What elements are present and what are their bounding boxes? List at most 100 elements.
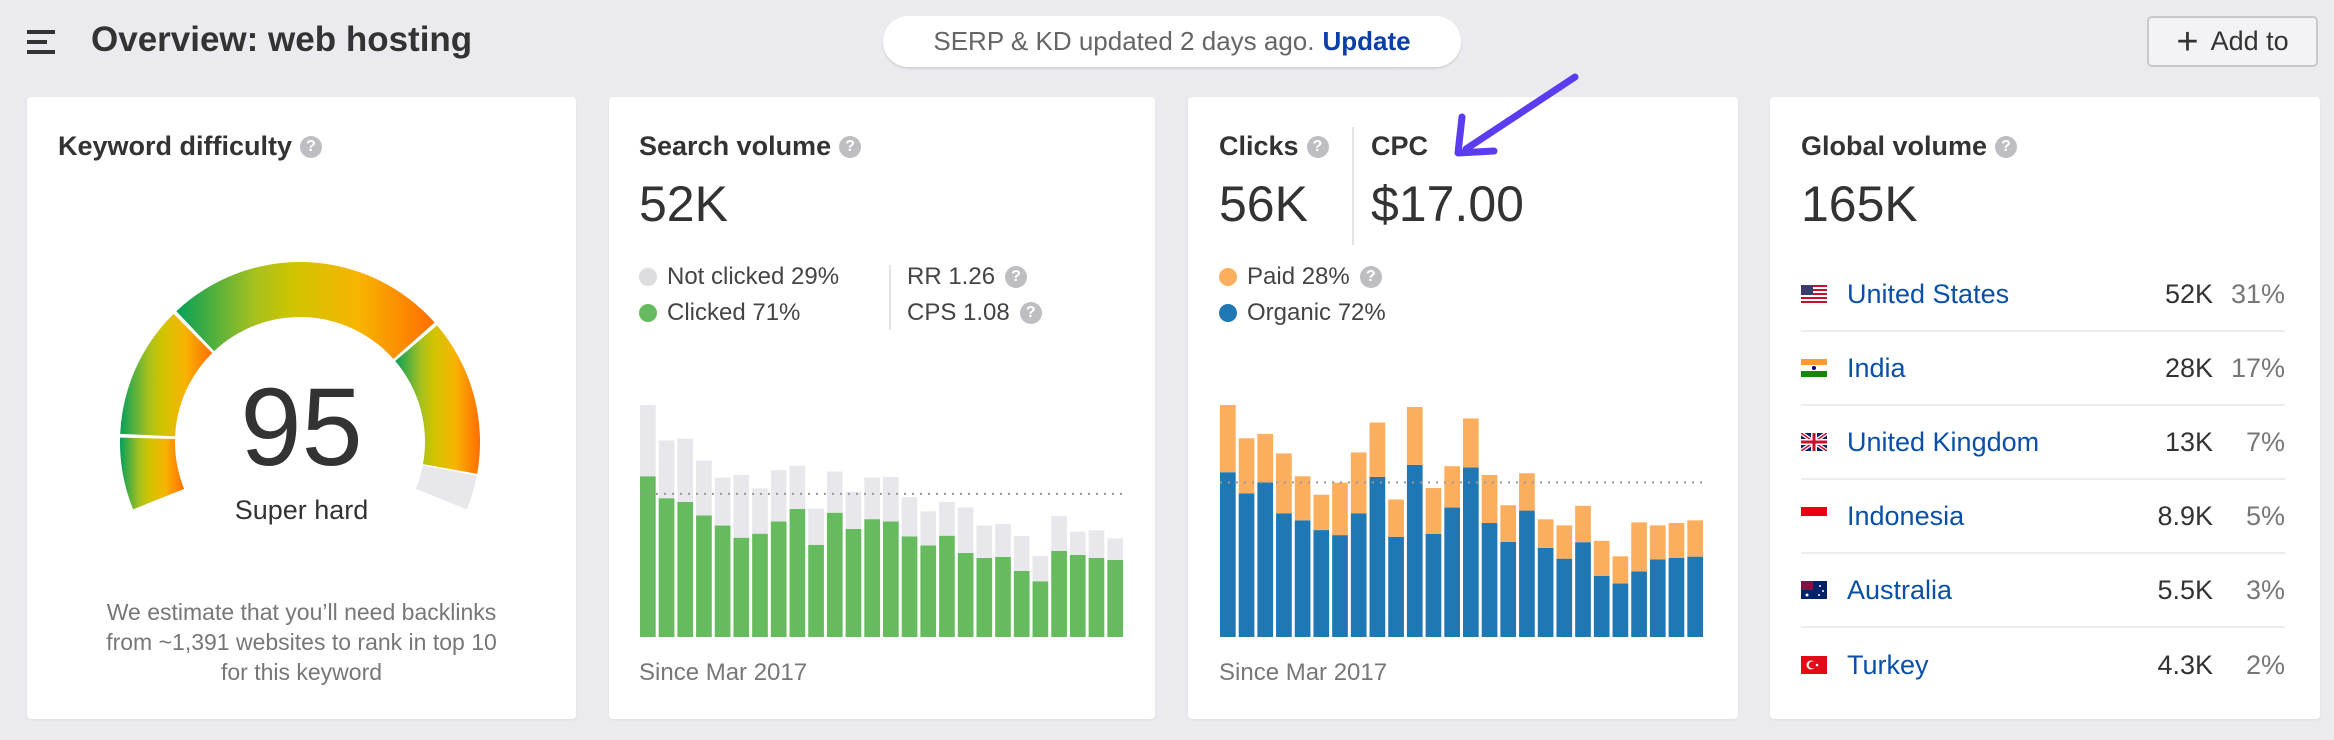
bar-paid[interactable] <box>1425 488 1442 534</box>
help-icon[interactable]: ? <box>1019 302 1042 324</box>
bar-organic[interactable] <box>1668 557 1685 637</box>
add-to-button[interactable]: + Add to <box>2147 16 2318 67</box>
bar-paid[interactable] <box>1519 473 1535 511</box>
bar-paid[interactable] <box>1369 422 1386 477</box>
bar-organic[interactable] <box>1257 482 1274 637</box>
bar-not-clicked[interactable] <box>845 491 862 529</box>
bar-clicked[interactable] <box>789 509 806 637</box>
bar-clicked[interactable] <box>1088 557 1105 637</box>
bar-clicked[interactable] <box>696 515 712 637</box>
bar-paid[interactable] <box>1257 433 1274 483</box>
bar-not-clicked[interactable] <box>939 501 955 536</box>
bar-not-clicked[interactable] <box>714 477 731 526</box>
bar-clicked[interactable] <box>939 535 955 637</box>
bar-paid[interactable] <box>1537 519 1554 548</box>
bar-paid[interactable] <box>1668 523 1685 558</box>
bar-paid[interactable] <box>1294 476 1311 521</box>
bar-organic[interactable] <box>1463 467 1479 637</box>
bar-clicked[interactable] <box>901 536 918 637</box>
bar-clicked[interactable] <box>845 528 862 637</box>
bar-organic[interactable] <box>1519 510 1535 637</box>
bar-not-clicked[interactable] <box>976 525 993 558</box>
help-icon[interactable]: ? <box>1306 135 1329 158</box>
help-icon[interactable]: ? <box>300 135 323 158</box>
bar-not-clicked[interactable] <box>883 476 899 522</box>
bar-clicked[interactable] <box>826 512 843 637</box>
bar-clicked[interactable] <box>733 537 750 637</box>
bar-organic[interactable] <box>1350 513 1367 637</box>
bar-not-clicked[interactable] <box>957 507 974 553</box>
bar-paid[interactable] <box>1350 452 1367 514</box>
bar-paid[interactable] <box>1593 540 1610 576</box>
bar-paid[interactable] <box>1444 466 1460 508</box>
bar-organic[interactable] <box>1238 493 1255 637</box>
help-icon[interactable]: ? <box>839 135 862 158</box>
bar-clicked[interactable] <box>714 525 731 637</box>
help-icon[interactable]: ? <box>1995 135 2018 158</box>
bar-not-clicked[interactable] <box>752 488 768 534</box>
help-icon[interactable]: ? <box>1359 266 1382 288</box>
bar-not-clicked[interactable] <box>995 523 1011 557</box>
country-link[interactable]: India <box>1847 352 1906 383</box>
bar-paid[interactable] <box>1332 482 1348 536</box>
bar-not-clicked[interactable] <box>770 470 787 522</box>
bar-clicked[interactable] <box>976 557 993 637</box>
bar-clicked[interactable] <box>957 552 974 637</box>
bar-paid[interactable] <box>1238 438 1255 494</box>
bar-clicked[interactable] <box>883 521 899 637</box>
bar-organic[interactable] <box>1332 535 1348 637</box>
bar-clicked[interactable] <box>1032 581 1049 637</box>
bar-organic[interactable] <box>1631 571 1647 637</box>
bar-not-clicked[interactable] <box>920 511 937 546</box>
bar-paid[interactable] <box>1481 474 1498 524</box>
bar-not-clicked[interactable] <box>1088 530 1105 558</box>
bar-not-clicked[interactable] <box>1069 531 1086 555</box>
bar-not-clicked[interactable] <box>1013 536 1030 571</box>
bar-organic[interactable] <box>1537 547 1554 637</box>
bar-not-clicked[interactable] <box>677 438 694 502</box>
bar-clicked[interactable] <box>920 545 937 637</box>
bar-not-clicked[interactable] <box>864 477 880 520</box>
bar-organic[interactable] <box>1313 530 1330 637</box>
bar-not-clicked[interactable] <box>640 405 656 477</box>
bar-clicked[interactable] <box>808 544 824 637</box>
bar-not-clicked[interactable] <box>658 440 675 499</box>
bar-clicked[interactable] <box>1051 550 1067 637</box>
bar-paid[interactable] <box>1388 499 1404 537</box>
bar-organic[interactable] <box>1556 558 1573 637</box>
bar-clicked[interactable] <box>864 519 880 637</box>
bar-paid[interactable] <box>1313 494 1330 531</box>
bar-paid[interactable] <box>1687 520 1703 557</box>
bar-not-clicked[interactable] <box>901 497 918 537</box>
bar-organic[interactable] <box>1369 476 1386 637</box>
country-link[interactable]: Australia <box>1847 574 1953 605</box>
bar-clicked[interactable] <box>1107 560 1123 637</box>
bar-organic[interactable] <box>1406 464 1423 637</box>
bar-organic[interactable] <box>1649 559 1666 637</box>
bar-paid[interactable] <box>1649 525 1666 560</box>
bar-paid[interactable] <box>1463 418 1479 468</box>
bar-paid[interactable] <box>1406 407 1423 465</box>
bar-clicked[interactable] <box>1069 554 1086 637</box>
bar-clicked[interactable] <box>770 521 787 637</box>
country-link[interactable]: Indonesia <box>1847 500 1965 531</box>
bar-organic[interactable] <box>1220 472 1236 637</box>
bar-organic[interactable] <box>1612 583 1629 637</box>
bar-not-clicked[interactable] <box>1051 516 1067 551</box>
bar-organic[interactable] <box>1500 541 1517 637</box>
bar-organic[interactable] <box>1425 533 1442 637</box>
bar-paid[interactable] <box>1612 556 1629 584</box>
bar-paid[interactable] <box>1631 522 1647 572</box>
bar-organic[interactable] <box>1593 575 1610 637</box>
help-icon[interactable]: ? <box>1005 266 1028 288</box>
bar-clicked[interactable] <box>1013 570 1030 637</box>
bar-not-clicked[interactable] <box>808 508 824 545</box>
country-link[interactable]: United States <box>1847 278 2010 309</box>
bar-not-clicked[interactable] <box>789 465 806 510</box>
bar-paid[interactable] <box>1220 405 1236 473</box>
country-link[interactable]: United Kingdom <box>1847 426 2040 457</box>
bar-organic[interactable] <box>1294 520 1311 637</box>
bar-organic[interactable] <box>1388 536 1404 637</box>
bar-paid[interactable] <box>1575 505 1591 543</box>
bar-clicked[interactable] <box>640 476 656 637</box>
